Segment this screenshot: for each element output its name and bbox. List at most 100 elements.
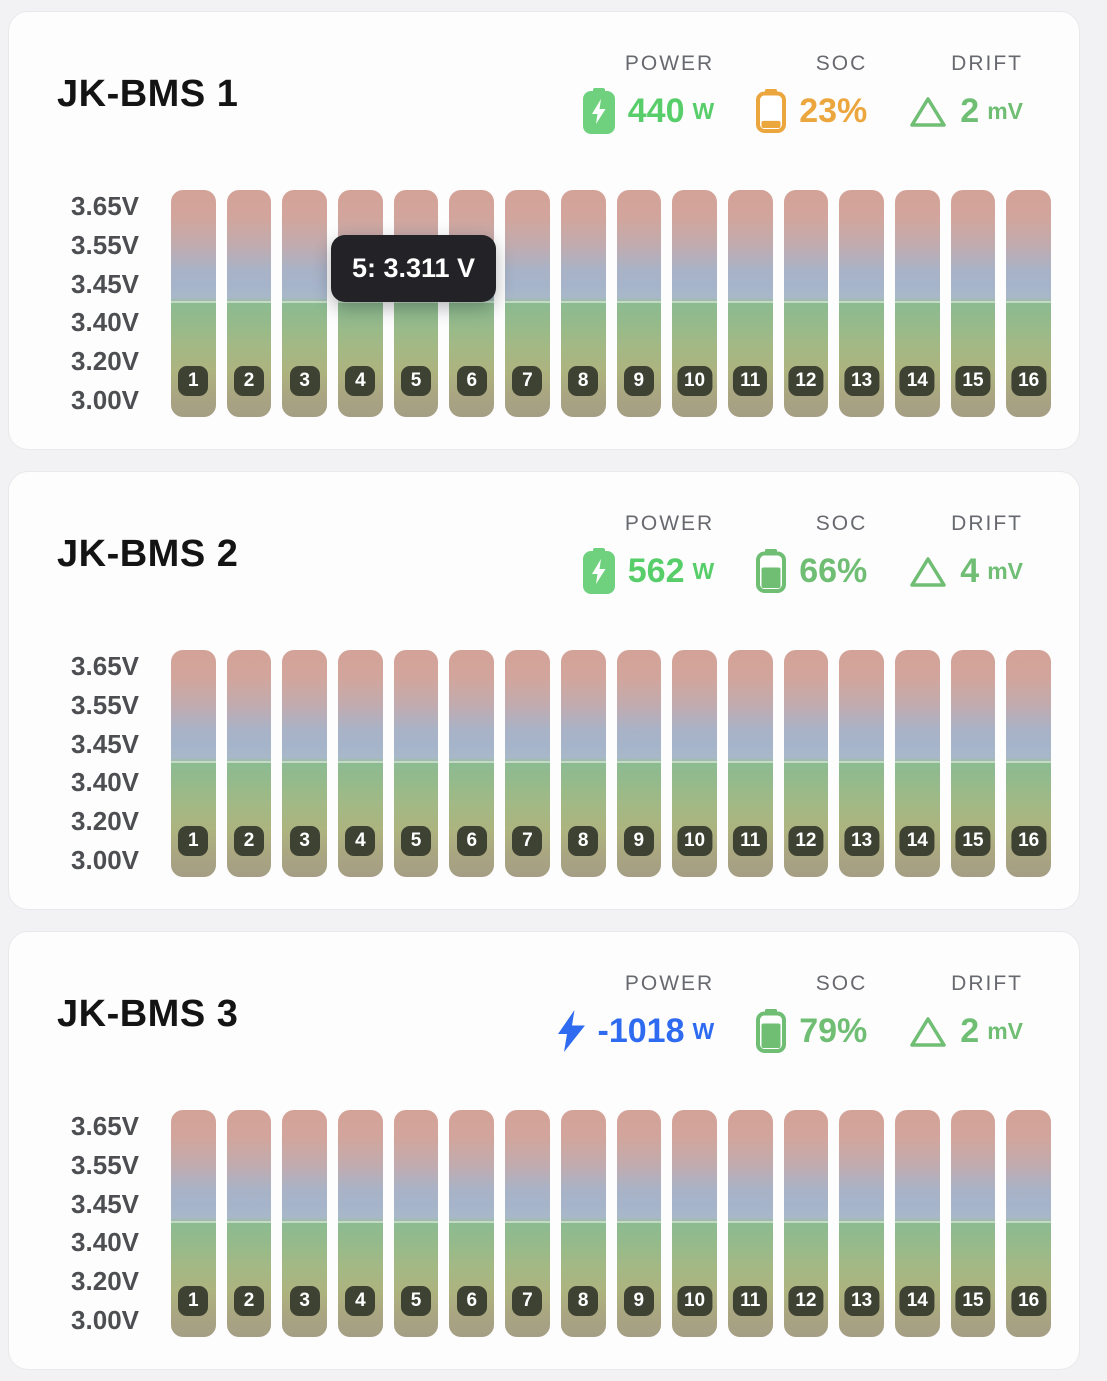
cell-bar[interactable]: 1: [171, 1110, 216, 1337]
power-value: 440 W: [582, 88, 714, 134]
cell-bar[interactable]: 10: [672, 1110, 717, 1337]
cell-bar[interactable]: 12: [783, 650, 829, 877]
cell-number-badge: 5: [401, 1286, 432, 1316]
cell-bar[interactable]: 15: [950, 190, 996, 417]
cell-bar[interactable]: 8: [560, 650, 606, 877]
cell-number-badge: 4: [345, 826, 376, 856]
cell-number-badge: 2: [234, 1286, 265, 1316]
cell-bar[interactable]: 10: [672, 650, 717, 877]
stat-drift: DRIFT 4 mV: [909, 512, 1023, 594]
cell-bar[interactable]: 8: [560, 190, 606, 417]
cell-number-badge: 2: [234, 366, 265, 396]
fill-level-line: [783, 760, 829, 763]
cell-bar[interactable]: 16: [1006, 650, 1051, 877]
drift-unit: mV: [987, 1018, 1023, 1044]
cell-bar[interactable]: 16: [1006, 190, 1051, 417]
battery-level-icon: [756, 1009, 787, 1053]
cell-number-badge: 14: [899, 826, 935, 856]
cell-bar[interactable]: 15: [950, 1110, 996, 1337]
cell-number-badge: 9: [623, 826, 654, 856]
cell-bar[interactable]: 3: [282, 650, 328, 877]
y-axis-label: 3.00V: [71, 844, 139, 875]
fill-level-line: [616, 760, 662, 763]
cell-bar[interactable]: 13: [839, 650, 884, 877]
cell-bar[interactable]: 9: [616, 1110, 662, 1337]
drift-number: 2: [960, 1012, 980, 1050]
power-unit: W: [692, 1018, 715, 1044]
cell-bar[interactable]: 6: [449, 190, 495, 417]
cell-bar[interactable]: 9: [616, 190, 662, 417]
drift-triangle-icon: [909, 95, 947, 128]
cell-bar[interactable]: 4: [338, 1110, 383, 1337]
y-axis-label: 3.65V: [71, 651, 139, 681]
cell-bar[interactable]: 7: [505, 1110, 550, 1337]
bms-card-1: JK-BMS 1 POWER: [8, 11, 1080, 450]
cell-bar[interactable]: 1: [171, 190, 216, 417]
cell-number-badge: 7: [512, 366, 543, 396]
cell-bar[interactable]: 5: [393, 190, 439, 417]
cell-number-badge: 7: [512, 826, 543, 856]
cell-bar[interactable]: 12: [783, 1110, 829, 1337]
soc-label: SOC: [815, 512, 868, 535]
stat-power: POWER: [557, 972, 715, 1054]
cell-bar[interactable]: 16: [1006, 1110, 1051, 1337]
tooltip: 5: 3.311 V: [331, 235, 496, 302]
cell-bar[interactable]: 10: [672, 190, 717, 417]
stats-row: POWER: [582, 512, 1023, 594]
cell-bar[interactable]: 13: [839, 1110, 884, 1337]
cell-bar[interactable]: 8: [560, 1110, 606, 1337]
y-axis-label: 3.20V: [71, 346, 139, 377]
cell-number-badge: 13: [844, 366, 880, 396]
cell-bar[interactable]: 2: [226, 190, 272, 417]
cell-bar[interactable]: 6: [449, 650, 495, 877]
fill-level-line: [171, 1220, 216, 1223]
cell-bar[interactable]: 14: [894, 650, 940, 877]
fill-level-line: [1006, 300, 1051, 303]
y-axis: 3.65V 3.55V 3.45V 3.40V 3.20V 3.00V: [61, 190, 139, 417]
fill-level-line: [727, 300, 773, 303]
cell-bar[interactable]: 15: [950, 650, 996, 877]
cell-bar[interactable]: 6: [449, 1110, 495, 1337]
cell-number-badge: 3: [289, 1286, 320, 1316]
soc-value: 79%: [756, 1008, 867, 1054]
cell-bar[interactable]: 4: [338, 190, 383, 417]
cell-number-badge: 16: [1011, 366, 1047, 396]
cell-number-badge: 7: [512, 1286, 543, 1316]
cell-bar[interactable]: 7: [505, 650, 550, 877]
cell-bar[interactable]: 5: [393, 650, 439, 877]
cell-number-badge: 9: [623, 1286, 654, 1316]
cell-number-badge: 16: [1011, 1286, 1047, 1316]
cell-number-badge: 6: [456, 366, 487, 396]
fill-level-line: [393, 1220, 439, 1223]
fill-level-line: [171, 760, 216, 763]
cell-bar[interactable]: 9: [616, 650, 662, 877]
cell-bar[interactable]: 14: [894, 1110, 940, 1337]
fill-level-line: [560, 760, 606, 763]
cell-bar[interactable]: 13: [839, 190, 884, 417]
fill-level-line: [783, 1220, 829, 1223]
cell-bar[interactable]: 2: [226, 650, 272, 877]
soc-value: 23%: [756, 88, 867, 134]
fill-level-line: [226, 1220, 272, 1223]
cell-bar[interactable]: 11: [727, 650, 773, 877]
fill-level-line: [393, 760, 439, 763]
cell-bar[interactable]: 5: [393, 1110, 439, 1337]
cell-bar[interactable]: 14: [894, 190, 940, 417]
cell-number-badge: 12: [788, 366, 824, 396]
cell-bar[interactable]: 12: [783, 190, 829, 417]
battery-level-icon: [756, 549, 787, 593]
cell-bar[interactable]: 3: [282, 190, 328, 417]
cell-bar[interactable]: 3: [282, 1110, 328, 1337]
cell-bars: 1 2 3 4 5 6 7 8 9 10 11 12 13 14 15 16: [171, 650, 1051, 877]
stats-row: POWER: [557, 972, 1023, 1054]
cell-bar[interactable]: 7: [505, 190, 550, 417]
fill-level-line: [616, 300, 662, 303]
y-axis-label: 3.55V: [71, 1149, 139, 1180]
cell-bar[interactable]: 1: [171, 650, 216, 877]
cell-number-badge: 16: [1011, 826, 1047, 856]
cell-bar[interactable]: 11: [727, 1110, 773, 1337]
cell-bar[interactable]: 2: [226, 1110, 272, 1337]
cell-bar[interactable]: 11: [727, 190, 773, 417]
y-axis-label: 3.65V: [71, 1111, 139, 1141]
cell-bar[interactable]: 4: [338, 650, 383, 877]
